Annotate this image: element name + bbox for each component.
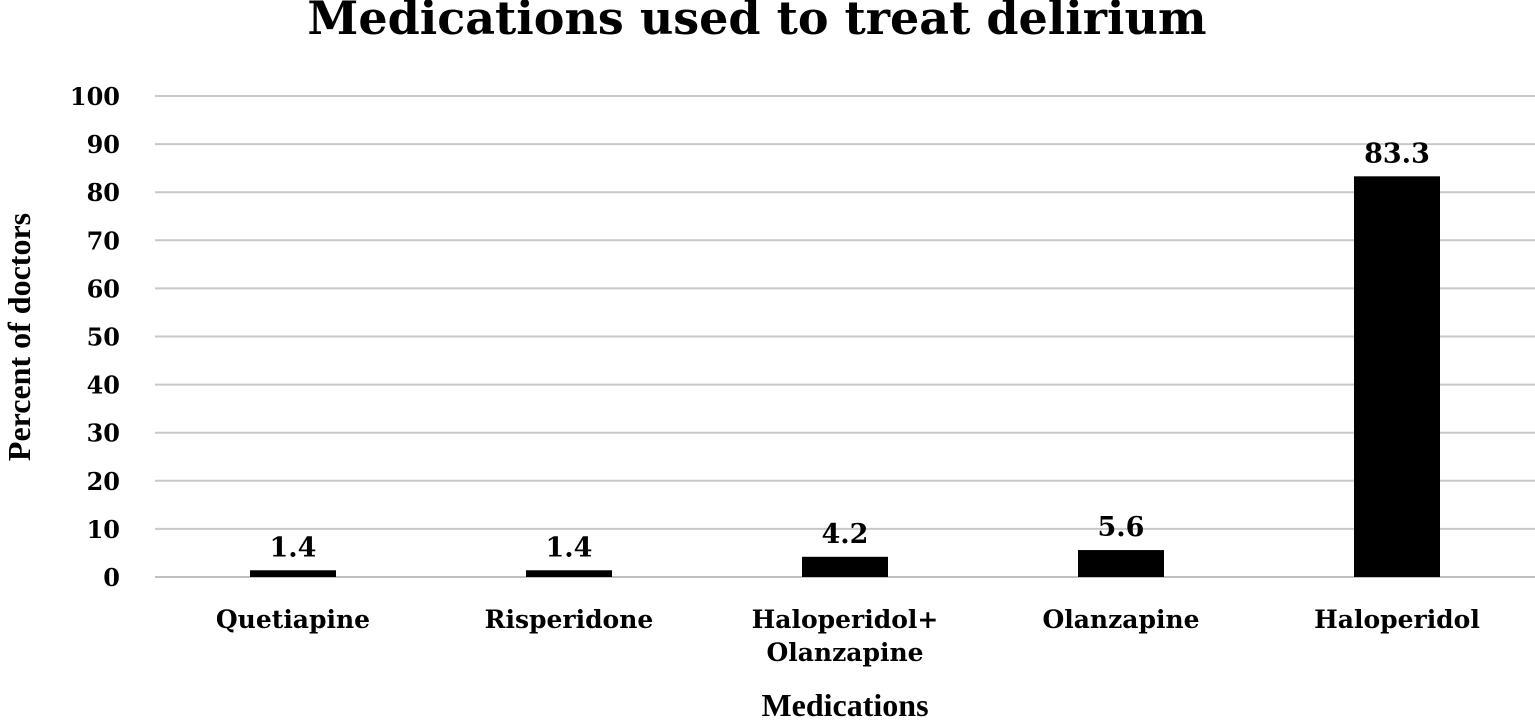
data-label: 83.3: [1364, 138, 1430, 169]
bar: [1354, 176, 1440, 577]
y-tick-label: 60: [87, 274, 120, 303]
x-axis-label: Medications: [761, 687, 928, 720]
data-labels: 1.4 1.4 4.2 5.6 83.3: [270, 138, 1430, 563]
bars: [250, 176, 1440, 577]
gridlines: [155, 95, 1535, 578]
bar: [526, 570, 612, 577]
y-tick-label: 40: [87, 371, 120, 400]
data-label: 5.6: [1098, 512, 1145, 543]
y-axis-ticks: 0 10 20 30 40 50 60 70 80 90 100: [70, 82, 120, 592]
data-label: 1.4: [270, 532, 317, 563]
data-label: 4.2: [822, 519, 869, 550]
x-category-label: Haloperidol+: [752, 605, 939, 634]
y-tick-label: 10: [87, 515, 120, 544]
y-axis-label: Percent of doctors: [1, 213, 37, 461]
x-category-label: Olanzapine: [1042, 605, 1199, 634]
y-tick-label: 100: [70, 82, 120, 111]
x-category-label: Risperidone: [485, 605, 654, 634]
y-tick-label: 80: [87, 178, 120, 207]
data-label: 1.4: [546, 532, 593, 563]
y-tick-label: 20: [87, 467, 120, 496]
y-tick-label: 0: [103, 563, 120, 592]
y-tick-label: 30: [87, 419, 120, 448]
x-category-label: Olanzapine: [766, 638, 923, 667]
y-tick-label: 70: [87, 226, 120, 255]
y-tick-label: 50: [87, 323, 120, 352]
bar: [250, 570, 336, 577]
y-tick-label: 90: [87, 130, 120, 159]
x-category-label: Haloperidol: [1314, 605, 1480, 634]
x-axis-categories: Quetiapine Risperidone Haloperidol+ Olanzap…: [216, 605, 1480, 667]
x-category-label: Quetiapine: [216, 605, 370, 634]
bar: [802, 556, 888, 577]
chart-title: Medications used to treat delirium: [307, 0, 1206, 45]
bar: [1078, 550, 1164, 577]
